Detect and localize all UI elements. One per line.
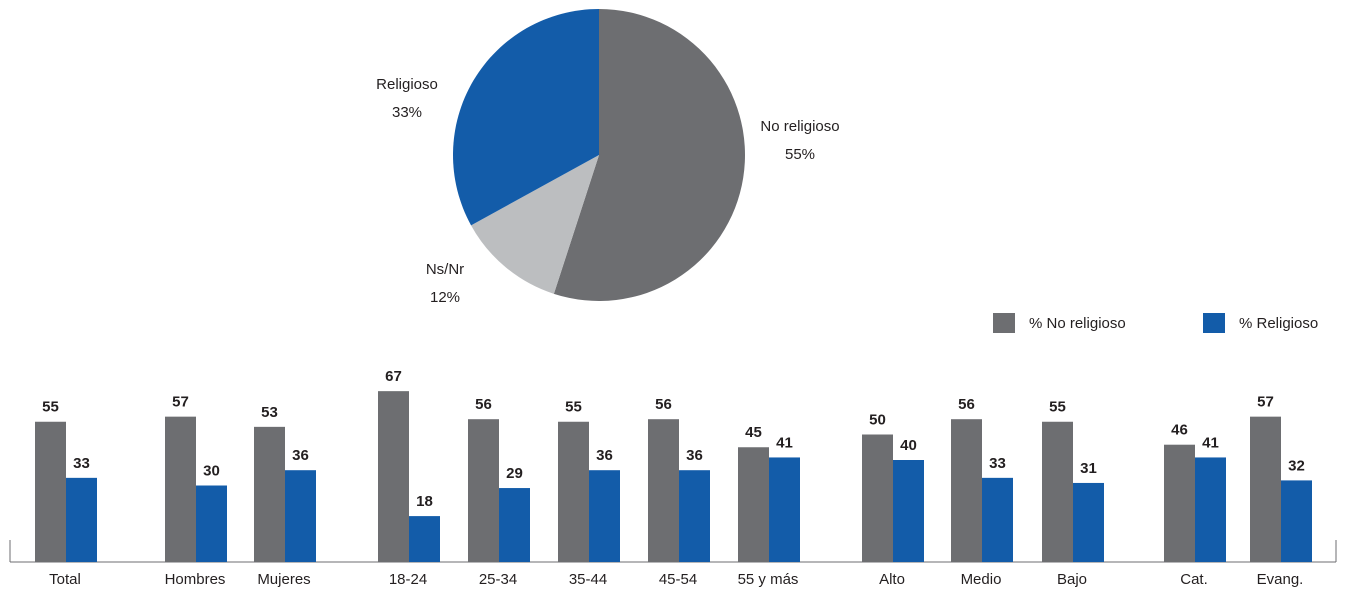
- bar: [254, 426, 285, 562]
- slice-value-label: 55%: [785, 146, 815, 163]
- value-label: 55: [42, 399, 59, 416]
- value-label: 55: [565, 399, 582, 416]
- legend-swatch: [993, 313, 1015, 333]
- bar: [66, 477, 97, 562]
- value-label: 55: [1049, 399, 1066, 416]
- value-label: 33: [73, 455, 90, 472]
- value-label: 36: [596, 447, 613, 464]
- pie-slice: [553, 9, 745, 301]
- bar: [1073, 482, 1104, 562]
- x-tick-label: 35-44: [569, 571, 607, 588]
- value-label: 46: [1171, 422, 1188, 439]
- value-label: 30: [203, 462, 220, 479]
- x-tick-label: Total: [49, 571, 81, 588]
- x-tick-label: Mujeres: [257, 571, 310, 588]
- x-tick-label: 45-54: [659, 571, 697, 588]
- value-label: 36: [292, 447, 309, 464]
- value-label: 41: [1202, 434, 1219, 451]
- x-tick-label: Medio: [961, 571, 1002, 588]
- value-label: 29: [506, 465, 523, 482]
- bar: [499, 488, 530, 562]
- bar: [165, 416, 196, 562]
- bar: [1042, 421, 1073, 562]
- bar: [1281, 480, 1312, 562]
- value-label: 50: [869, 411, 886, 428]
- legend-swatch: [1203, 313, 1225, 333]
- slice-value-label: 33%: [392, 104, 422, 121]
- bar: [589, 470, 620, 562]
- bar: [409, 516, 440, 562]
- value-label: 36: [686, 447, 703, 464]
- value-label: 41: [776, 434, 793, 451]
- x-tick-label: 18-24: [389, 571, 427, 588]
- x-tick-label: Hombres: [165, 571, 226, 588]
- bar: [558, 421, 589, 562]
- slice-label: Religioso: [376, 76, 438, 93]
- slice-value-label: 12%: [430, 289, 460, 306]
- bar: [1195, 457, 1226, 562]
- bar: [648, 419, 679, 562]
- slice-label: No religioso: [760, 118, 839, 135]
- legend-label: % Religioso: [1239, 315, 1318, 332]
- value-label: 56: [475, 396, 492, 413]
- value-label: 56: [655, 396, 672, 413]
- bar: [951, 419, 982, 562]
- value-label: 31: [1080, 460, 1097, 477]
- value-label: 53: [261, 404, 278, 421]
- x-tick-label: 25-34: [479, 571, 517, 588]
- x-tick-label: Alto: [879, 571, 905, 588]
- bar: [862, 434, 893, 562]
- value-label: 45: [745, 424, 762, 441]
- bar: [35, 421, 66, 562]
- value-label: 57: [1257, 394, 1274, 411]
- value-label: 67: [385, 368, 402, 385]
- bar: [893, 460, 924, 562]
- bar: [769, 457, 800, 562]
- bar: [285, 470, 316, 562]
- bar: [196, 485, 227, 562]
- bar: [468, 419, 499, 562]
- x-tick-label: Cat.: [1180, 571, 1208, 588]
- bar: [679, 470, 710, 562]
- x-tick-label: Bajo: [1057, 571, 1087, 588]
- value-label: 18: [416, 493, 433, 510]
- bar: [1250, 416, 1281, 562]
- bar: [1164, 444, 1195, 562]
- pie-slice: [453, 9, 599, 226]
- x-tick-label: Evang.: [1257, 571, 1304, 588]
- bar: [738, 447, 769, 562]
- slice-label: Ns/Nr: [426, 261, 464, 278]
- value-label: 40: [900, 437, 917, 454]
- value-label: 32: [1288, 457, 1305, 474]
- bar: [982, 477, 1013, 562]
- value-label: 56: [958, 396, 975, 413]
- x-tick-label: 55 y más: [738, 571, 799, 588]
- legend-label: % No religioso: [1029, 315, 1126, 332]
- value-label: 33: [989, 455, 1006, 472]
- pie-slice: [471, 155, 599, 294]
- value-label: 57: [172, 394, 189, 411]
- bar: [378, 391, 409, 562]
